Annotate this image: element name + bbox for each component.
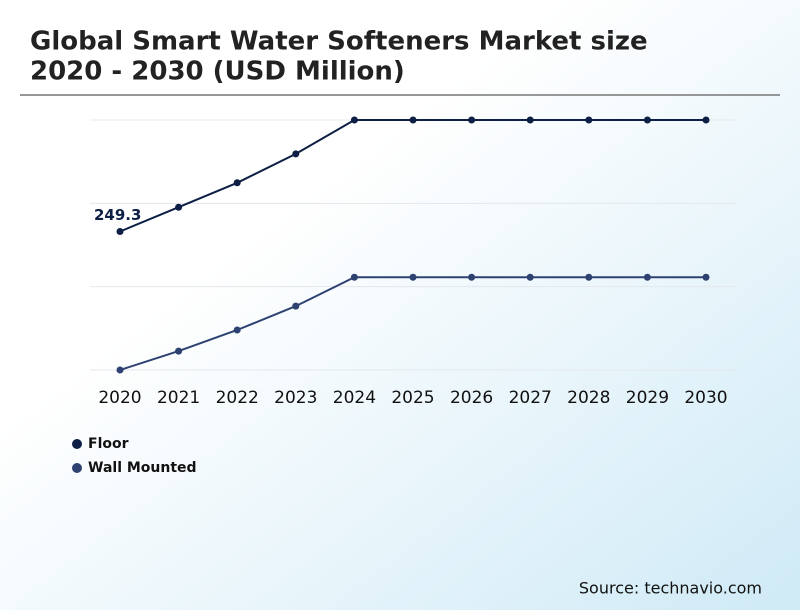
data-point [409, 116, 417, 124]
data-point [116, 366, 124, 374]
data-point [350, 116, 358, 124]
value-label: 249.3 [94, 206, 141, 224]
x-tick-label: 2026 [450, 388, 493, 408]
x-tick-label: 2023 [274, 388, 317, 408]
data-point [175, 203, 183, 211]
chart-subtitle: 2020 - 2030 (USD Million) [30, 57, 405, 87]
legend-label: Floor [88, 436, 129, 452]
data-point [233, 326, 241, 334]
x-tick-label: 2021 [157, 388, 200, 408]
x-tick-label: 2024 [333, 388, 376, 408]
data-point [116, 228, 124, 235]
data-point [350, 273, 358, 281]
data-point [233, 179, 241, 187]
data-point [702, 116, 710, 124]
data-point [468, 116, 476, 124]
source: Source: technavio.com [579, 579, 762, 598]
legend-marker [72, 439, 82, 449]
x-tick-label: 2028 [567, 388, 610, 408]
data-point [175, 347, 183, 355]
x-tick-label: 2025 [391, 388, 434, 408]
x-tick-label: 2029 [626, 388, 669, 408]
data-point [292, 150, 300, 158]
chart-title: Global Smart Water Softeners Market size [30, 27, 648, 57]
x-tick-label: 2027 [509, 388, 552, 408]
data-point [643, 273, 651, 281]
x-tick-label: 2022 [216, 388, 259, 408]
data-point [643, 116, 651, 124]
data-point [702, 273, 710, 281]
data-point [526, 273, 534, 281]
data-point [585, 273, 593, 281]
x-tick-label: 2020 [98, 388, 141, 408]
legend-label: Wall Mounted [88, 460, 197, 476]
data-point [409, 273, 417, 281]
x-tick-label: 2030 [684, 388, 727, 408]
data-point [468, 273, 476, 281]
data-point [526, 116, 534, 124]
legend-marker [72, 463, 82, 473]
data-point [585, 116, 593, 124]
data-point [292, 302, 300, 310]
